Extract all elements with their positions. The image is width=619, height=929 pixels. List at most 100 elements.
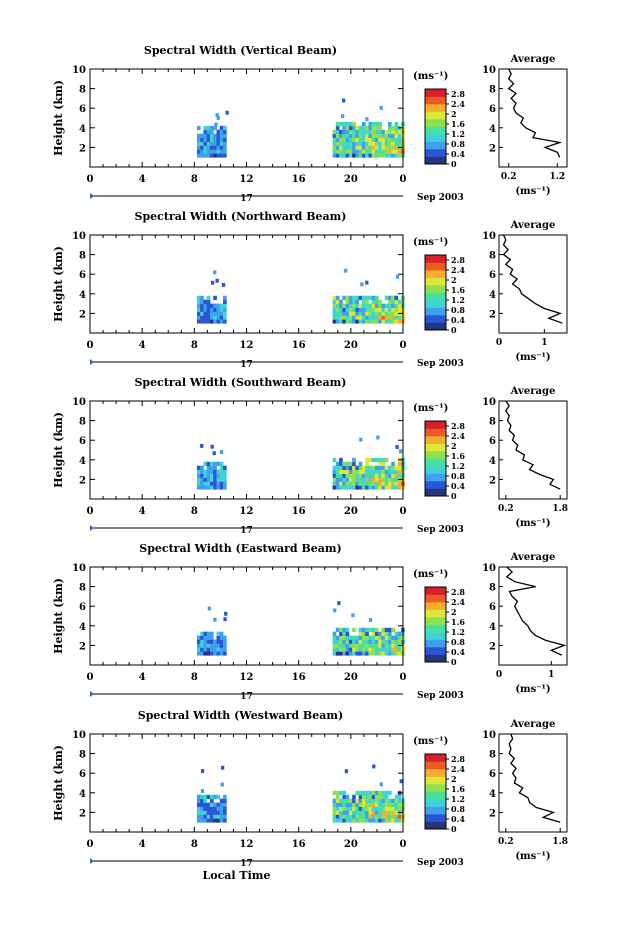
y-axis-label: Height (km) bbox=[52, 745, 65, 821]
heatmap-cell bbox=[381, 457, 386, 463]
colorbar-segment bbox=[425, 104, 446, 112]
heatmap-cell bbox=[397, 469, 402, 474]
heatmap-cell bbox=[365, 810, 369, 815]
heatmap-cell bbox=[361, 814, 366, 819]
heatmap-cell bbox=[391, 141, 395, 146]
heatmap-cell bbox=[206, 133, 211, 138]
heatmap-cell bbox=[223, 299, 227, 304]
heatmap-cell bbox=[391, 295, 395, 301]
heatmap-cell bbox=[374, 125, 379, 131]
heatmap-cell bbox=[388, 631, 392, 636]
heatmap-cell bbox=[200, 307, 204, 312]
heatmap-cell bbox=[332, 477, 337, 482]
heatmap-cell bbox=[203, 814, 208, 819]
heatmap-cell bbox=[352, 295, 356, 301]
heatmap-cell bbox=[209, 465, 214, 470]
heatmap-cell bbox=[206, 639, 211, 644]
heatmap-cell bbox=[213, 639, 217, 644]
heatmap-cell bbox=[213, 141, 217, 146]
heatmap-cell bbox=[223, 818, 227, 823]
heatmap-cell bbox=[206, 647, 211, 652]
heatmap-cell bbox=[352, 806, 356, 811]
average-y-tick-label: 4 bbox=[489, 124, 496, 135]
heatmap-cell bbox=[345, 129, 350, 135]
heatmap-cell bbox=[371, 137, 376, 142]
heatmap-cell bbox=[335, 635, 340, 640]
heatmap-cell bbox=[216, 635, 221, 640]
heatmap-cell bbox=[365, 473, 369, 478]
heatmap-cell bbox=[345, 627, 350, 633]
heatmap-cell bbox=[358, 806, 363, 811]
heatmap-cell bbox=[358, 477, 363, 482]
heatmap-cell bbox=[374, 806, 379, 811]
heatmap-cell bbox=[196, 315, 201, 320]
heatmap-cell bbox=[206, 794, 211, 800]
heatmap-cell bbox=[345, 149, 350, 154]
heatmap-cell bbox=[335, 639, 340, 644]
heatmap-cell bbox=[391, 461, 395, 467]
heatmap-cell bbox=[374, 647, 379, 652]
heatmap-cell bbox=[206, 810, 211, 815]
heatmap-cell bbox=[397, 129, 402, 135]
x-tick-label: 4 bbox=[139, 506, 146, 517]
heatmap-cell bbox=[365, 311, 369, 316]
heatmap-cell bbox=[384, 307, 389, 312]
heatmap-cell bbox=[223, 315, 227, 320]
heatmap-cell bbox=[371, 133, 376, 138]
colorbar-tick-label: 2.8 bbox=[451, 89, 465, 99]
heatmap-cell bbox=[348, 311, 353, 316]
heatmap-cell bbox=[394, 651, 399, 656]
heatmap-cell bbox=[374, 145, 379, 150]
heatmap-cell bbox=[397, 299, 402, 304]
heatmap-cell bbox=[216, 461, 221, 467]
heatmap-cell bbox=[391, 810, 395, 815]
heatmap-cell bbox=[378, 631, 382, 636]
heatmap-cell bbox=[213, 137, 217, 142]
heatmap-cell bbox=[391, 149, 395, 154]
heatmap-cell bbox=[335, 798, 340, 803]
heatmap-cell bbox=[209, 319, 214, 324]
heatmap-cell bbox=[213, 153, 217, 158]
heatmap-cell bbox=[348, 129, 353, 135]
heatmap-cell bbox=[358, 643, 363, 648]
heatmap-cell bbox=[348, 814, 353, 819]
heatmap-cell bbox=[196, 141, 201, 146]
heatmap-cell bbox=[358, 639, 363, 644]
heatmap-cell bbox=[339, 806, 343, 811]
average-x-tick-label: 1.2 bbox=[549, 172, 565, 182]
heatmap-cell bbox=[335, 145, 340, 150]
heatmap-cell bbox=[368, 149, 373, 154]
heatmap-cell bbox=[388, 802, 392, 807]
heatmap-cell bbox=[213, 806, 217, 811]
heatmap-cell bbox=[210, 280, 215, 285]
heatmap-cell bbox=[203, 631, 208, 636]
heatmap-cell bbox=[335, 790, 340, 796]
heatmap-cell bbox=[371, 469, 376, 474]
heatmap-cell bbox=[223, 133, 227, 138]
heatmap-cell bbox=[206, 307, 211, 312]
heatmap-cell bbox=[223, 319, 227, 324]
heatmap-cell bbox=[213, 319, 217, 324]
heatmap-cell bbox=[339, 319, 343, 324]
heatmap-cell bbox=[378, 469, 382, 474]
heatmap-cell bbox=[365, 818, 369, 823]
heatmap-cell bbox=[206, 141, 211, 146]
heatmap-cell bbox=[374, 319, 379, 324]
heatmap-cell bbox=[348, 121, 353, 127]
heatmap-cell bbox=[219, 485, 224, 490]
heatmap-cell bbox=[339, 307, 343, 312]
heatmap-cells bbox=[196, 601, 405, 656]
heatmap-cell bbox=[368, 798, 373, 803]
colorbar-tick-label: 0.8 bbox=[451, 305, 465, 315]
heatmap-cell bbox=[196, 806, 201, 811]
heatmap-cell bbox=[203, 307, 208, 312]
heatmap-cell bbox=[358, 125, 363, 131]
heatmap-cell bbox=[206, 153, 211, 158]
heatmap-cell bbox=[361, 307, 366, 312]
average-title: Average bbox=[510, 220, 556, 231]
heatmap-cell bbox=[213, 643, 217, 648]
heatmap-cell bbox=[216, 129, 221, 135]
heatmap-cell bbox=[203, 303, 208, 308]
heatmap-cell bbox=[200, 814, 204, 819]
heatmap-cell bbox=[352, 627, 356, 633]
